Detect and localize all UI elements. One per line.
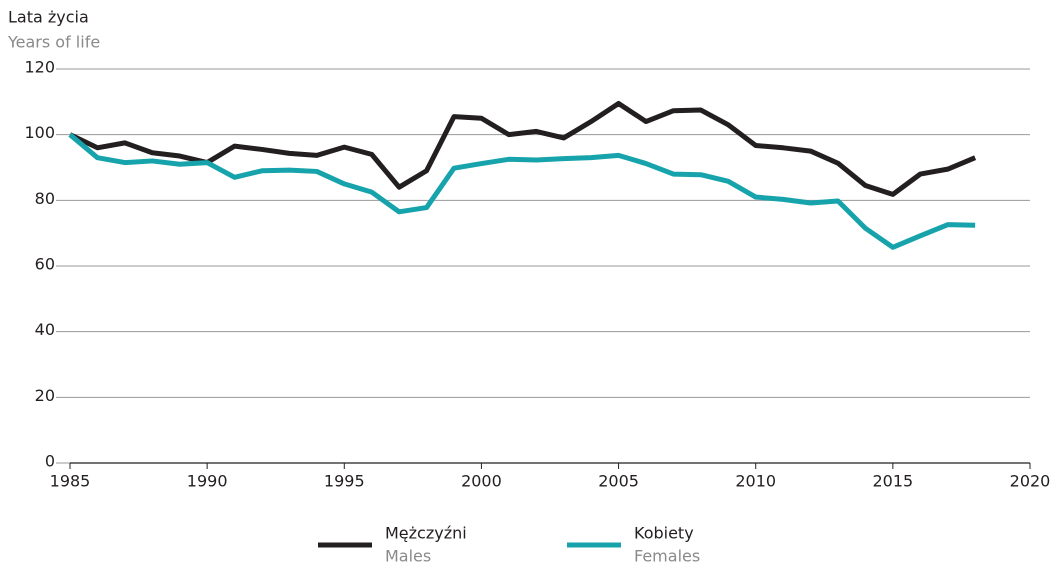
y-axis-title: Lata życia [8,8,89,27]
data-line [68,132,976,250]
x-tick-label: 1990 [187,472,228,491]
x-tick-label: 1985 [50,472,91,491]
legend-sublabel: Females [634,547,700,566]
x-tick-label: 2020 [1010,472,1051,491]
y-tick-label: 20 [35,386,55,405]
x-tick-label: 1995 [324,472,365,491]
data-line [68,100,977,197]
x-tick-label: 2015 [872,472,913,491]
x-tick-label: 2000 [461,472,502,491]
legend-label: Kobiety [634,524,694,543]
x-tick-label: 2010 [735,472,776,491]
y-tick-label: 0 [45,452,55,471]
x-tick-label: 2005 [598,472,639,491]
y-axis-subtitle: Years of life [7,33,100,52]
y-tick-label: 120 [24,58,55,77]
legend-label: Mężczyźni [385,524,467,543]
y-tick-label: 100 [24,123,55,142]
legend-sublabel: Males [385,547,431,566]
y-tick-label: 40 [35,320,55,339]
y-tick-label: 60 [35,255,55,274]
y-tick-label: 80 [35,189,55,208]
